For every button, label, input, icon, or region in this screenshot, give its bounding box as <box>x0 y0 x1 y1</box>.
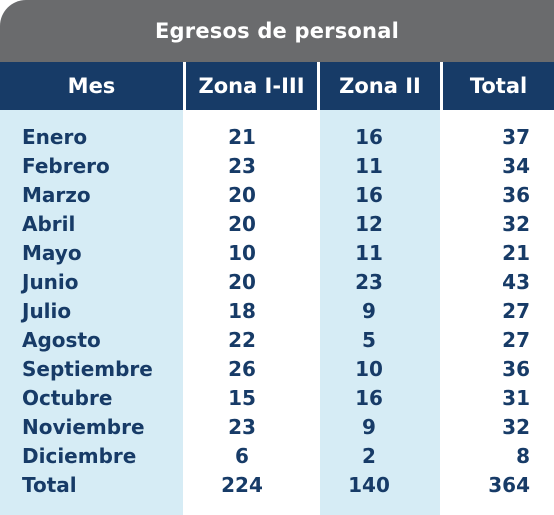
table-row: Octubre 15 16 31 <box>0 383 554 412</box>
column-bg-mes <box>0 110 183 515</box>
column-bg-zona-ii <box>320 110 440 515</box>
zona-i-iii-cell: 20 <box>228 183 256 207</box>
zona-i-iii-cell: 22 <box>228 328 256 352</box>
zona-i-iii-cell: 20 <box>228 270 256 294</box>
total-cell: 32 <box>502 212 530 236</box>
table-row: Mayo 10 11 21 <box>0 238 554 267</box>
month-cell: Octubre <box>22 386 113 410</box>
zona-ii-cell: 9 <box>362 415 376 439</box>
header-total: Total <box>443 62 554 110</box>
total-cell: 8 <box>516 444 530 468</box>
total-cell: 43 <box>502 270 530 294</box>
zona-ii-cell: 5 <box>362 328 376 352</box>
month-cell: Septiembre <box>22 357 153 381</box>
zona-ii-cell: 12 <box>355 212 383 236</box>
table-row: Marzo 20 16 36 <box>0 180 554 209</box>
table-body: Enero 21 16 37 Febrero 23 11 34 Marzo 20 16 36 Abril… <box>0 122 554 499</box>
zona-i-iii-cell: 18 <box>228 299 256 323</box>
zona-i-iii-cell: 10 <box>228 241 256 265</box>
month-cell: Total <box>22 473 77 497</box>
month-cell: Julio <box>22 299 72 323</box>
column-bg-zona-i-iii <box>186 110 317 515</box>
zona-i-iii-cell: 20 <box>228 212 256 236</box>
month-cell: Abril <box>22 212 76 236</box>
zona-ii-cell: 2 <box>362 444 376 468</box>
column-bg-total <box>443 110 554 515</box>
table-row: Noviembre 23 9 32 <box>0 412 554 441</box>
total-cell: 364 <box>488 473 530 497</box>
zona-i-iii-cell: 15 <box>228 386 256 410</box>
header-zona-i-iii: Zona I-III <box>186 62 317 110</box>
table-row: Julio 18 9 27 <box>0 296 554 325</box>
zona-i-iii-cell: 6 <box>235 444 249 468</box>
month-cell: Enero <box>22 125 88 149</box>
header-zona-ii: Zona II <box>320 62 440 110</box>
table-row: Enero 21 16 37 <box>0 122 554 151</box>
zona-i-iii-cell: 21 <box>228 125 256 149</box>
month-cell: Marzo <box>22 183 91 207</box>
total-cell: 34 <box>502 154 530 178</box>
table-row: Diciembre 6 2 8 <box>0 441 554 470</box>
total-cell: 37 <box>502 125 530 149</box>
total-cell: 36 <box>502 357 530 381</box>
zona-i-iii-cell: 23 <box>228 415 256 439</box>
month-cell: Mayo <box>22 241 82 265</box>
table-title: Egresos de personal <box>0 0 554 62</box>
total-cell: 36 <box>502 183 530 207</box>
total-cell: 31 <box>502 386 530 410</box>
zona-ii-cell: 16 <box>355 386 383 410</box>
table-row: Junio 20 23 43 <box>0 267 554 296</box>
zona-ii-cell: 10 <box>355 357 383 381</box>
zona-ii-cell: 16 <box>355 125 383 149</box>
zona-i-iii-cell: 23 <box>228 154 256 178</box>
month-cell: Diciembre <box>22 444 137 468</box>
total-cell: 27 <box>502 328 530 352</box>
table-row: Septiembre 26 10 36 <box>0 354 554 383</box>
zona-ii-cell: 16 <box>355 183 383 207</box>
total-cell: 21 <box>502 241 530 265</box>
zona-i-iii-cell: 224 <box>221 473 263 497</box>
table-row: Febrero 23 11 34 <box>0 151 554 180</box>
zona-ii-cell: 11 <box>355 154 383 178</box>
header-mes: Mes <box>0 62 183 110</box>
zona-ii-cell: 140 <box>348 473 390 497</box>
month-cell: Agosto <box>22 328 101 352</box>
zona-i-iii-cell: 26 <box>228 357 256 381</box>
table-row: Abril 20 12 32 <box>0 209 554 238</box>
month-cell: Junio <box>22 270 79 294</box>
table-row: Agosto 22 5 27 <box>0 325 554 354</box>
month-cell: Febrero <box>22 154 110 178</box>
total-row: Total 224 140 364 <box>0 470 554 499</box>
zona-ii-cell: 9 <box>362 299 376 323</box>
total-cell: 32 <box>502 415 530 439</box>
total-cell: 27 <box>502 299 530 323</box>
month-cell: Noviembre <box>22 415 145 439</box>
zona-ii-cell: 11 <box>355 241 383 265</box>
zona-ii-cell: 23 <box>355 270 383 294</box>
